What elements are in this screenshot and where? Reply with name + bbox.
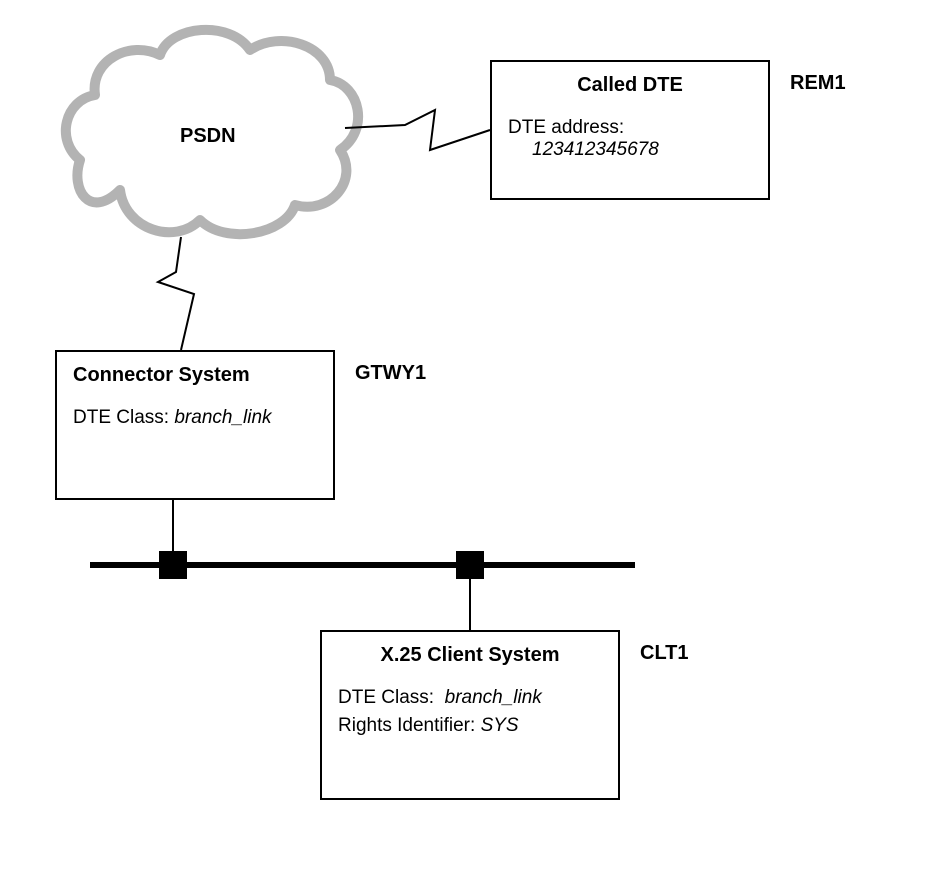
client-system-title: X.25 Client System: [338, 644, 602, 667]
client-system-external-label: CLT1: [640, 642, 689, 665]
network-diagram: PSDN Called DTE DTE address: 12341234567…: [0, 0, 945, 871]
field-label: Rights Identifier:: [338, 715, 475, 736]
node-client-system: X.25 Client System DTE Class: branch_lin…: [320, 630, 620, 800]
field-value: branch_link: [445, 687, 542, 708]
client-system-field-dteclass: DTE Class: branch_link: [338, 687, 602, 709]
client-system-field-rights: Rights Identifier: SYS: [338, 715, 602, 737]
field-label: DTE Class:: [338, 687, 434, 708]
field-value: SYS: [481, 715, 519, 736]
